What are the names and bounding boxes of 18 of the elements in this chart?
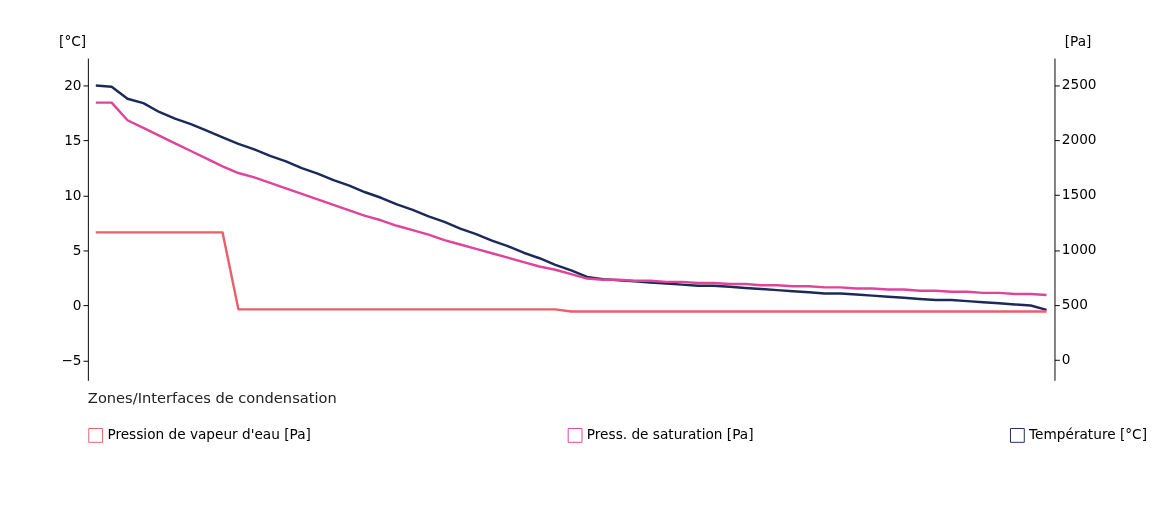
y2-tick-label: 2000 — [1061, 131, 1097, 148]
y-tick-label: 15 — [64, 131, 82, 148]
y-tick-label: 0 — [72, 296, 82, 313]
y-tick-label: 20 — [64, 76, 82, 93]
y2-tick-label: 500 — [1061, 296, 1088, 313]
legend-label: Température [°C] — [1028, 426, 1147, 443]
y-tick-label: 5 — [72, 241, 82, 258]
y-axis-title: [°C] — [59, 32, 87, 49]
legend-label: Pression de vapeur d'eau [Pa] — [107, 426, 311, 443]
y2-tick-label: 0 — [1061, 351, 1071, 368]
y-tick-label: 10 — [64, 186, 82, 203]
text: Zones/Interfaces de condensation — [87, 388, 337, 406]
y2-tick-label: 1500 — [1061, 186, 1097, 203]
y2-axis-title: [Pa] — [1064, 32, 1092, 49]
y2-tick-label: 1000 — [1061, 241, 1097, 258]
y2-tick-label: 2500 — [1061, 76, 1097, 93]
legend-label: Press. de saturation [Pa] — [586, 426, 754, 443]
y-tick-label: −5 — [61, 351, 82, 368]
